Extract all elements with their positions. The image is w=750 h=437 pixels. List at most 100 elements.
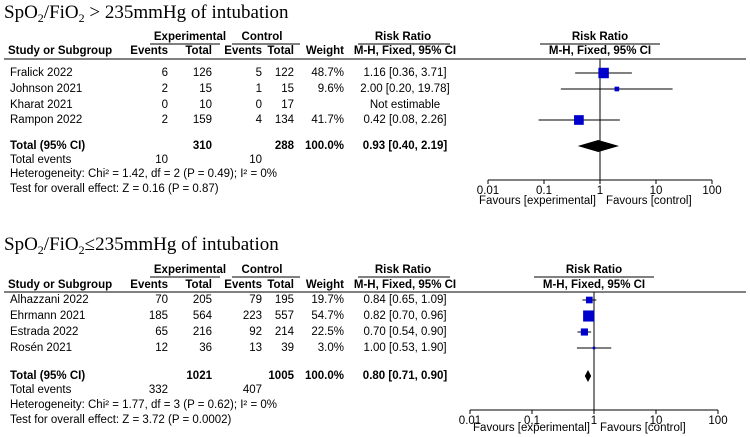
cell: 134 bbox=[275, 114, 295, 126]
cell: 214 bbox=[275, 326, 295, 338]
cell: 70 bbox=[155, 294, 168, 306]
x-tick-label: 10 bbox=[650, 415, 663, 427]
title-part: ≤235mmHg of intubation bbox=[85, 234, 280, 255]
effect-square bbox=[585, 296, 593, 304]
overall-effect: Test for overall effect: Z = 0.16 (P = 0… bbox=[10, 183, 219, 195]
x-tick-label: 100 bbox=[708, 415, 727, 427]
effect-square bbox=[574, 115, 584, 125]
x-tick-label: 0.01 bbox=[477, 185, 499, 197]
cell: 332 bbox=[149, 384, 168, 396]
study-name: Rosén 2021 bbox=[10, 342, 72, 354]
total-label: Total (95% CI) bbox=[10, 370, 85, 382]
cell: 36 bbox=[199, 342, 212, 354]
group-header: Experimental bbox=[154, 31, 226, 43]
favours-right: Favours [control] bbox=[600, 422, 686, 434]
title-part: SpO bbox=[4, 2, 38, 23]
weight: 3.0% bbox=[318, 342, 344, 354]
total-diamond bbox=[577, 140, 620, 152]
weight: 100.0% bbox=[305, 370, 344, 382]
heterogeneity: Heterogeneity: Chi² = 1.42, df = 2 (P = … bbox=[10, 168, 277, 180]
cell: 1005 bbox=[268, 370, 294, 382]
x-tick-label: 0.1 bbox=[536, 185, 552, 197]
cell: 557 bbox=[275, 310, 294, 322]
column-header: Events bbox=[224, 45, 262, 57]
weight: 22.5% bbox=[311, 326, 344, 338]
cell: 407 bbox=[243, 384, 262, 396]
group-header: Control bbox=[242, 31, 283, 43]
study-name: Johnson 2021 bbox=[10, 83, 82, 95]
cell: 310 bbox=[193, 140, 212, 152]
cell: 6 bbox=[162, 67, 168, 79]
column-header: Total bbox=[267, 279, 294, 291]
subscript: 2 bbox=[79, 11, 85, 25]
x-tick-label: 0.1 bbox=[524, 415, 540, 427]
group-header: Risk Ratio bbox=[572, 31, 628, 43]
total-diamond bbox=[584, 370, 592, 382]
x-tick-label: 1 bbox=[591, 415, 597, 427]
cell: 2 bbox=[162, 83, 168, 95]
column-header: Weight bbox=[306, 45, 344, 57]
cell: 39 bbox=[281, 342, 294, 354]
study-name: Estrada 2022 bbox=[10, 326, 78, 338]
cell: 0 bbox=[162, 99, 168, 111]
total-events-label: Total events bbox=[10, 384, 72, 396]
cell: 1 bbox=[256, 83, 262, 95]
favours-left: Favours [experimental] bbox=[479, 195, 596, 207]
panel-title: SpO2/FiO2≤235mmHg of intubation bbox=[4, 234, 279, 256]
cell: 205 bbox=[193, 294, 212, 306]
total-label: Total (95% CI) bbox=[10, 140, 85, 152]
effect-square bbox=[580, 328, 588, 336]
weight: 100.0% bbox=[305, 140, 344, 152]
favours-left: Favours [experimental] bbox=[473, 422, 590, 434]
cell: 5 bbox=[256, 67, 262, 79]
column-header: M-H, Fixed, 95% CI bbox=[354, 279, 456, 291]
effect-square bbox=[614, 86, 620, 92]
group-header: Control bbox=[242, 264, 283, 276]
x-tick-label: 0.01 bbox=[459, 415, 481, 427]
weight: 9.6% bbox=[318, 83, 344, 95]
column-header: Study or Subgroup bbox=[8, 279, 112, 291]
column-header: M-H, Fixed, 95% CI bbox=[354, 45, 456, 57]
column-header: Total bbox=[185, 279, 212, 291]
study-name: Ehrmann 2021 bbox=[10, 310, 85, 322]
cell: 79 bbox=[249, 294, 262, 306]
ci-label: Not estimable bbox=[370, 99, 440, 111]
ci-label: 0.93 [0.40, 2.19] bbox=[363, 140, 448, 152]
weight: 19.7% bbox=[311, 294, 344, 306]
column-header: Events bbox=[130, 279, 168, 291]
overall-effect: Test for overall effect: Z = 3.72 (P = 0… bbox=[10, 414, 232, 426]
cell: 122 bbox=[275, 67, 294, 79]
column-header: Weight bbox=[306, 279, 344, 291]
weight: 48.7% bbox=[311, 67, 344, 79]
cell: 10 bbox=[155, 154, 168, 166]
heterogeneity: Heterogeneity: Chi² = 1.77, df = 3 (P = … bbox=[10, 399, 277, 411]
subscript: 2 bbox=[38, 243, 44, 257]
cell: 15 bbox=[281, 83, 294, 95]
cell: 159 bbox=[193, 114, 212, 126]
effect-square bbox=[592, 346, 596, 350]
cell: 10 bbox=[199, 99, 212, 111]
x-tick-label: 100 bbox=[702, 185, 721, 197]
group-header: Experimental bbox=[154, 264, 226, 276]
cell: 17 bbox=[281, 99, 294, 111]
cell: 216 bbox=[193, 326, 212, 338]
study-name: Fralick 2022 bbox=[10, 67, 73, 79]
x-tick-label: 10 bbox=[650, 185, 663, 197]
cell: 126 bbox=[193, 67, 212, 79]
panel-title: SpO2/FiO2 > 235mmHg of intubation bbox=[4, 2, 289, 24]
subscript: 2 bbox=[79, 243, 85, 257]
cell: 15 bbox=[199, 83, 212, 95]
cell: 12 bbox=[155, 342, 168, 354]
column-header: Total bbox=[185, 45, 212, 57]
study-name: Alhazzani 2022 bbox=[10, 294, 89, 306]
cell: 288 bbox=[275, 140, 295, 152]
cell: 195 bbox=[275, 294, 294, 306]
effect-square bbox=[598, 67, 609, 79]
cell: 223 bbox=[243, 310, 262, 322]
x-tick-label: 1 bbox=[597, 185, 603, 197]
ci-label: 1.00 [0.53, 1.90] bbox=[363, 342, 446, 354]
cell: 1021 bbox=[186, 370, 212, 382]
title-part: /FiO bbox=[44, 2, 79, 23]
ci-label: 0.84 [0.65, 1.09] bbox=[363, 294, 446, 306]
cell: 92 bbox=[249, 326, 262, 338]
